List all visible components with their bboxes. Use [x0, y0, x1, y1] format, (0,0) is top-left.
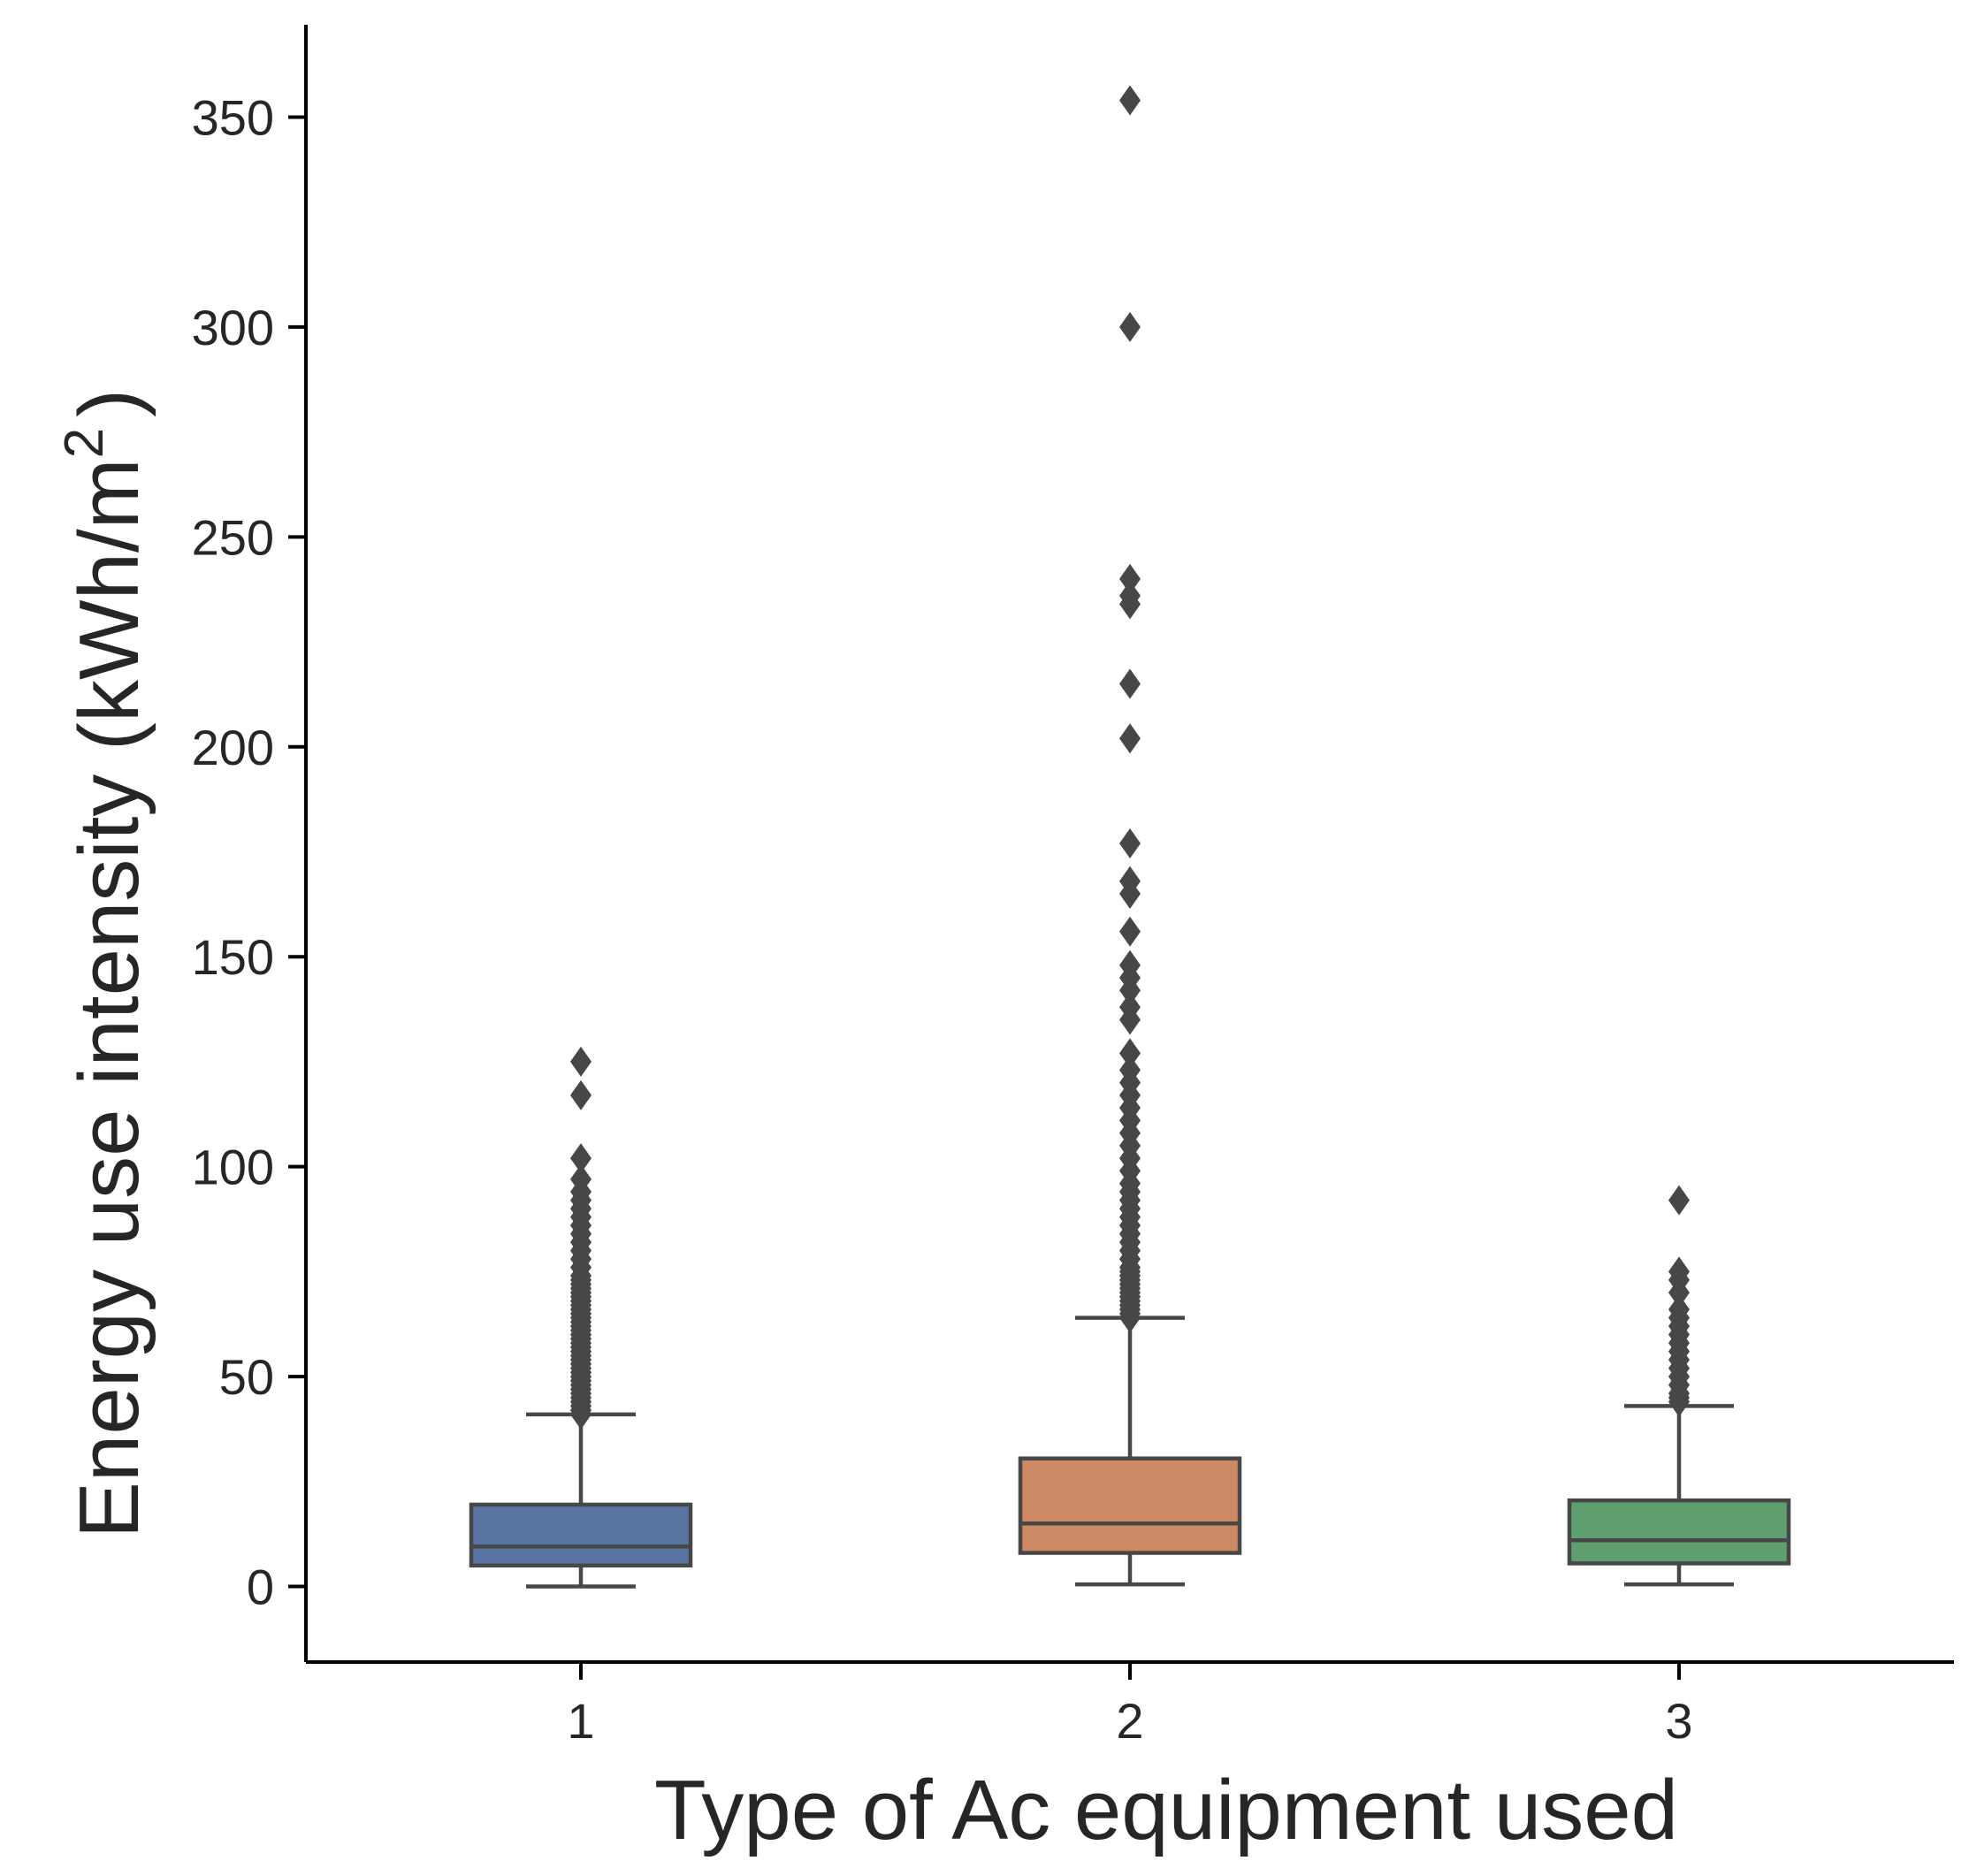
outlier-1-46	[570, 1079, 592, 1110]
outlier-1-44	[570, 1163, 592, 1194]
x-axis-title: Type of Ac equipment used	[654, 1763, 1678, 1857]
outlier-2-34	[1119, 992, 1141, 1023]
y-tick-label-100: 100	[192, 1140, 274, 1195]
outlier-2-43	[1119, 668, 1141, 699]
outlier-2-38	[1119, 916, 1141, 947]
y-tick-label-150: 150	[192, 929, 274, 985]
y-axis-title-superscript: 2	[54, 428, 115, 458]
y-tick-label-50: 50	[219, 1349, 274, 1405]
outlier-2-47	[1119, 311, 1141, 342]
box-3	[1567, 1498, 1791, 1566]
y-axis: 0 50 100 150 200 250 300 350	[192, 25, 308, 1662]
outlier-2-41	[1119, 828, 1141, 858]
outlier-1-45	[570, 1143, 592, 1174]
outlier-2-45	[1119, 580, 1141, 611]
x-axis: 1 2 3	[306, 1660, 1954, 1749]
y-tick-label-300: 300	[192, 300, 274, 355]
y-tick-label-0: 0	[247, 1560, 274, 1615]
y-axis-title-main: Energy use intensity (kWh/m	[62, 458, 156, 1538]
outlier-3-15	[1668, 1256, 1690, 1287]
y-tick-label-350: 350	[192, 89, 274, 145]
outlier-1-47	[570, 1046, 592, 1077]
outlier-2-46	[1119, 563, 1141, 594]
outlier-3-12	[1668, 1294, 1690, 1325]
outlier-3-16	[1668, 1185, 1690, 1216]
box-2	[1018, 1456, 1242, 1555]
y-axis-title-close: )	[62, 389, 156, 417]
box-group-3	[1567, 1185, 1791, 1587]
x-tick-label-1: 1	[567, 1693, 594, 1749]
y-tick-label-200: 200	[192, 720, 274, 775]
outlier-2-40	[1119, 866, 1141, 896]
boxes-layer	[469, 85, 1791, 1589]
outlier-2-48	[1119, 85, 1141, 116]
outlier-2-31	[1119, 1055, 1141, 1086]
y-axis-title: Energy use intensity (kWh/m2)	[54, 389, 156, 1538]
x-tick-label-3: 3	[1665, 1693, 1692, 1749]
outlier-2-37	[1119, 949, 1141, 980]
box-group-2	[1018, 85, 1242, 1587]
y-tick-label-250: 250	[192, 509, 274, 565]
box-1	[469, 1502, 693, 1568]
outlier-2-42	[1119, 723, 1141, 754]
x-tick-label-2: 2	[1116, 1693, 1143, 1749]
box-group-1	[469, 1046, 693, 1589]
outlier-2-32	[1119, 1038, 1141, 1069]
